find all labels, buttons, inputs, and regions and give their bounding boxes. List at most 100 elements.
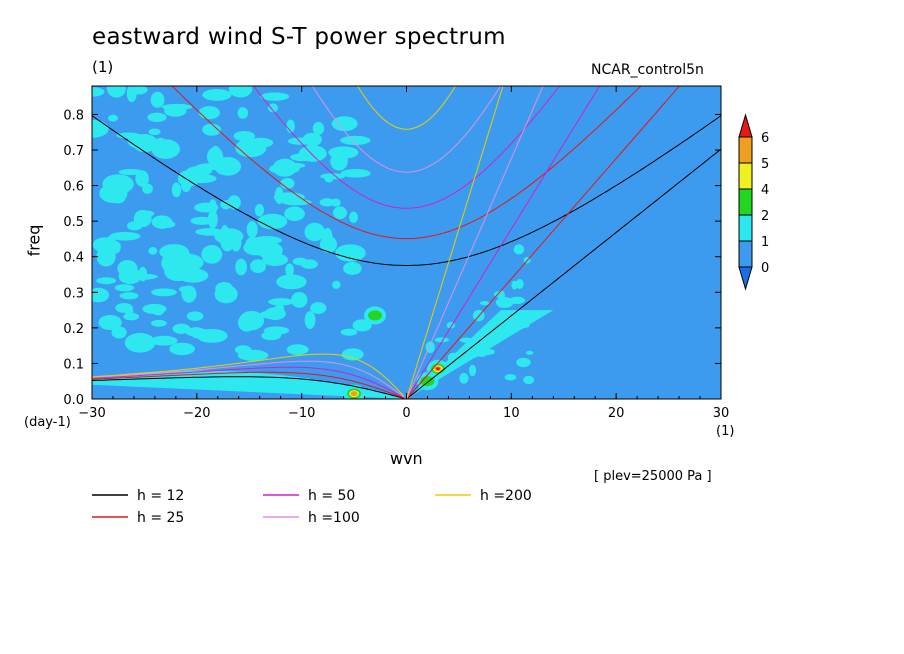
power-patch [459,372,469,384]
dispersion-curve-kelvin [406,148,721,399]
power-patch [185,327,206,337]
power-patch [319,235,338,253]
power-patch [150,335,178,346]
power-patch [343,262,362,275]
power-patch [312,121,325,135]
colorbar-segment [738,162,753,190]
power-patch [228,86,253,98]
background-field [92,86,721,399]
power-patch [254,204,265,217]
power-patch [171,182,182,198]
power-patch [320,173,346,180]
dispersion-curves [92,86,721,399]
power-patch [434,337,450,343]
colorbar-segment [738,214,753,242]
power-patch [274,186,284,204]
power-patch [523,375,535,385]
x-tick-label: 0 [402,406,410,421]
power-patch [214,284,238,304]
power-patch [525,350,534,355]
legend-label: h = 50 [308,488,355,504]
power-patch [164,261,193,282]
power-peak [435,367,440,371]
power-patch [133,209,152,228]
power-patch [235,138,267,158]
power-patch [333,206,347,220]
power-patch [210,145,221,158]
y-tick-label: 0.1 [63,357,84,372]
y-tick-label: 0.8 [63,108,84,123]
dispersion-curve-rossby [92,376,405,399]
power-patch [280,178,295,190]
power-patch [235,258,247,276]
colorbar-label: 0 [761,261,769,276]
y-axis-units: (day-1) [24,415,71,430]
power-patch [340,135,371,146]
power-patch [159,220,176,229]
power-patch [214,156,242,176]
dispersion-curve-kelvin [406,86,504,399]
power-patch [268,298,294,306]
colorbar-lower-extend [738,266,753,291]
x-tick-label: −20 [183,406,210,421]
power-patch [237,107,249,119]
dispersion-curve-rossby [92,353,405,397]
x-axis-label: wvn [390,449,423,468]
power-patch [340,169,371,178]
x-tick-label: 20 [608,406,625,421]
power-patch [495,296,514,308]
power-patch [330,152,348,171]
power-patch [341,348,364,361]
y-tick-label: 0.5 [63,215,84,230]
power-patch [178,285,193,293]
dispersion-curve-gravity [356,86,457,130]
power-patch [260,92,290,101]
power-patch [352,319,372,332]
power-patch [105,235,117,251]
power-patch [148,128,161,136]
power-contours [92,86,554,399]
dispersion-curve-gravity [252,86,561,209]
colorbar-upper-extend [738,113,753,138]
power-patch [186,311,204,321]
pressure-level-label: [ plev=25000 Pa ] [594,469,712,484]
x-axis: −30 −20 −10 0 10 20 30 [78,86,729,421]
power-patch [92,87,105,97]
y-tick-label: 0.3 [63,286,84,301]
power-patch [126,86,137,103]
power-patch [142,183,153,194]
power-patch [516,357,531,368]
power-patch [106,86,126,98]
power-patch [274,304,285,313]
power-patch [319,198,335,207]
legend-label: h =100 [308,510,360,526]
power-patch [284,206,305,222]
power-patch [349,211,358,223]
legend-label: h =200 [480,488,532,504]
power-patch [310,302,327,315]
colorbar-label: 1 [761,235,769,250]
power-patch [292,257,308,266]
power-patch [109,231,141,241]
x-tick-label: −10 [288,406,315,421]
power-patch [118,268,142,284]
power-patch [263,326,290,335]
dispersion-curve-kelvin [406,86,601,399]
power-patch [208,199,217,217]
dispersion-curve-rossby [92,371,405,399]
power-patch [237,349,269,361]
power-patch [151,288,177,297]
power-patch [290,153,315,162]
power-patch [161,103,193,110]
power-patch [169,342,196,356]
power-patch [150,91,165,108]
power-patch [187,174,217,184]
colorbar-label: 2 [761,209,769,224]
power-patch [92,287,110,303]
power-patch [198,106,220,120]
power-patch [246,220,258,239]
power-patch [119,292,139,300]
y-tick-label: 0.2 [63,322,84,337]
power-patch [259,310,284,319]
power-patch [250,259,267,274]
